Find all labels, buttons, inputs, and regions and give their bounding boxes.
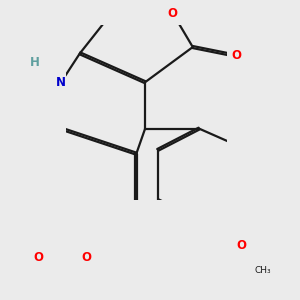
Text: O: O bbox=[81, 251, 91, 264]
Text: H: H bbox=[30, 56, 40, 69]
Text: N: N bbox=[56, 76, 66, 89]
Text: O: O bbox=[168, 7, 178, 20]
Text: O: O bbox=[34, 251, 44, 264]
Text: CH₃: CH₃ bbox=[255, 266, 272, 275]
Text: O: O bbox=[237, 239, 247, 252]
Text: O: O bbox=[232, 49, 242, 62]
